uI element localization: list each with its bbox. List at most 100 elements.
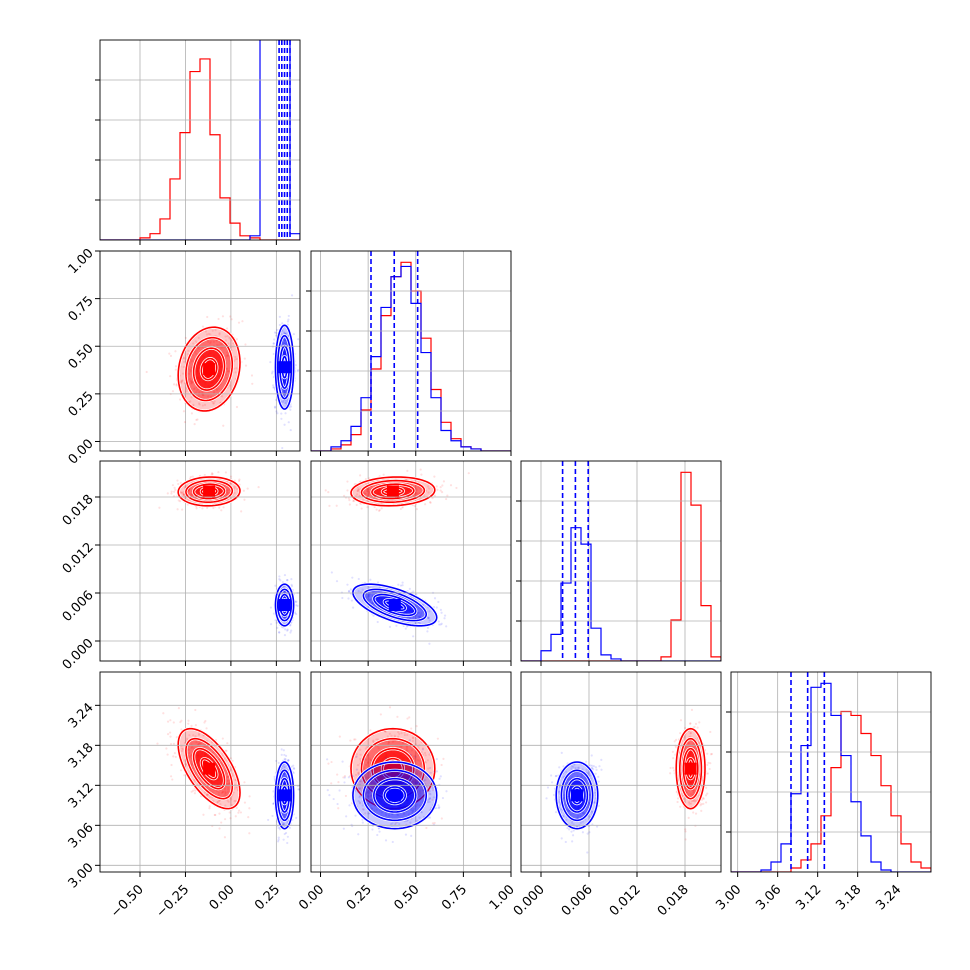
scatter-point xyxy=(273,405,277,408)
scatter-point xyxy=(226,790,229,794)
scatter-point xyxy=(273,338,276,341)
scatter-point xyxy=(283,342,286,346)
scatter-point xyxy=(169,375,172,378)
scatter-point xyxy=(295,604,298,607)
histogram-step-b xyxy=(521,527,721,661)
scatter-point xyxy=(427,616,431,620)
scatter-point xyxy=(357,487,360,491)
scatter-point xyxy=(228,384,231,387)
scatter-point xyxy=(223,757,226,760)
scatter-point xyxy=(422,779,425,782)
scatter-point xyxy=(405,745,408,748)
scatter-point xyxy=(389,822,393,826)
y-tick-label: 0.000 xyxy=(60,636,97,673)
scatter-point xyxy=(283,753,286,757)
scatter-point xyxy=(284,342,287,345)
scatter-point xyxy=(397,583,400,586)
scatter-point xyxy=(187,748,191,751)
scatter-point xyxy=(226,491,229,494)
scatter-point xyxy=(416,758,419,762)
scatter-point xyxy=(204,745,207,748)
scatter-point xyxy=(286,628,289,631)
scatter-point xyxy=(439,775,442,778)
scatter-point xyxy=(359,474,362,477)
scatter-point xyxy=(351,606,355,609)
scatter-point xyxy=(404,627,407,630)
scatter-point xyxy=(227,355,230,358)
scatter-point xyxy=(424,761,428,764)
scatter-point xyxy=(275,398,278,402)
scatter-point xyxy=(411,780,414,784)
scatter-point xyxy=(356,763,360,767)
scatter-point xyxy=(442,757,445,760)
scatter-point xyxy=(343,494,346,497)
scatter-point xyxy=(203,791,207,794)
scatter-point xyxy=(418,790,422,794)
scatter-point xyxy=(297,338,300,341)
scatter-point xyxy=(440,817,443,820)
scatter-point xyxy=(274,334,278,337)
scatter-point xyxy=(370,801,373,804)
scatter-point xyxy=(206,793,209,796)
scatter-point xyxy=(282,773,286,776)
scatter-point xyxy=(191,381,194,384)
scatter-point xyxy=(209,340,212,343)
scatter-point xyxy=(190,368,193,371)
scatter-point xyxy=(228,782,231,785)
scatter-point xyxy=(278,631,281,634)
scatter-point xyxy=(201,393,204,396)
scatter-point xyxy=(282,331,286,334)
scatter-point xyxy=(418,615,422,618)
scatter-point xyxy=(416,605,419,608)
scatter-point xyxy=(203,721,206,724)
scatter-point xyxy=(226,491,229,494)
scatter-point xyxy=(431,798,434,801)
contour-b xyxy=(276,769,293,822)
scatter-point xyxy=(415,604,419,607)
scatter-point xyxy=(234,799,237,803)
scatter-point xyxy=(188,734,191,737)
density-peak-b xyxy=(278,789,291,802)
scatter-point xyxy=(370,602,374,605)
scatter-point xyxy=(228,811,231,814)
scatter-point xyxy=(276,412,279,415)
scatter-point xyxy=(191,745,194,748)
scatter-point xyxy=(368,757,371,760)
scatter-point xyxy=(285,342,288,345)
panel-frame xyxy=(310,460,512,662)
scatter-point xyxy=(283,832,286,836)
scatter-point xyxy=(236,487,239,491)
contour-a xyxy=(360,479,426,504)
scatter-point xyxy=(281,813,284,817)
scatter-point xyxy=(281,322,284,325)
scatter-point xyxy=(218,812,221,815)
scatter-point xyxy=(189,754,192,758)
scatter-point xyxy=(371,807,374,811)
contour-a xyxy=(185,737,234,800)
scatter-point xyxy=(257,486,260,489)
scatter-point xyxy=(271,814,274,818)
scatter-point xyxy=(174,368,177,371)
scatter-point xyxy=(283,390,286,393)
scatter-point xyxy=(348,503,351,506)
contour-b xyxy=(373,593,417,617)
scatter-point xyxy=(190,790,193,793)
scatter-point xyxy=(166,733,170,736)
scatter-point xyxy=(218,799,221,802)
scatter-point xyxy=(357,773,360,776)
scatter-point xyxy=(190,493,193,497)
scatter-point xyxy=(414,757,417,760)
scatter-point xyxy=(335,504,338,507)
scatter-point xyxy=(280,753,283,756)
scatter-point xyxy=(408,616,411,619)
histogram-step-a xyxy=(100,58,300,240)
scatter-point xyxy=(410,727,413,730)
scatter-point xyxy=(230,803,233,807)
scatter-point xyxy=(282,822,285,826)
scatter-point xyxy=(230,318,233,321)
scatter-point xyxy=(188,756,192,759)
scatter-point xyxy=(335,580,339,583)
scatter-point xyxy=(373,782,376,785)
scatter-point xyxy=(197,732,201,735)
scatter-point xyxy=(354,755,358,759)
